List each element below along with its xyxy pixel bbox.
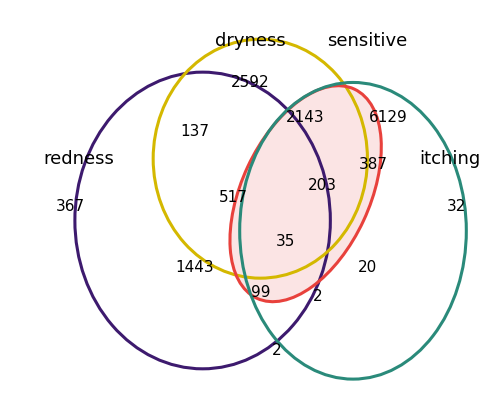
Text: 99: 99: [250, 285, 270, 300]
Text: itching: itching: [419, 150, 480, 168]
Text: dryness: dryness: [214, 32, 286, 50]
Text: 137: 137: [180, 124, 209, 140]
Text: 203: 203: [308, 178, 336, 193]
Text: 367: 367: [56, 199, 86, 213]
Text: redness: redness: [44, 150, 115, 168]
Text: 2143: 2143: [286, 110, 325, 125]
Text: 20: 20: [358, 260, 377, 275]
Text: 2: 2: [272, 343, 281, 358]
Text: 1443: 1443: [175, 260, 214, 275]
Text: 2592: 2592: [230, 75, 270, 90]
Text: sensitive: sensitive: [328, 32, 407, 50]
Text: 35: 35: [276, 234, 294, 248]
Text: 32: 32: [446, 199, 466, 213]
Text: 6129: 6129: [368, 110, 408, 125]
Ellipse shape: [230, 86, 382, 302]
Text: 517: 517: [219, 190, 248, 205]
Text: 2: 2: [313, 289, 323, 304]
Text: 387: 387: [359, 157, 388, 172]
